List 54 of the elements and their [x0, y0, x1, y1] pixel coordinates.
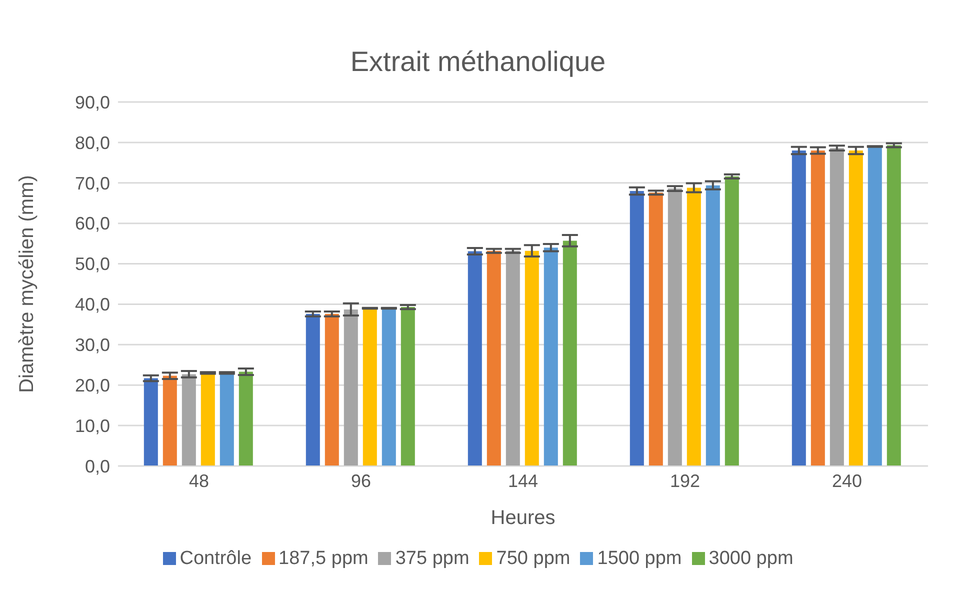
legend-label: 187,5 ppm: [278, 548, 368, 569]
x-tick-label: 96: [350, 470, 372, 491]
legend-label: 750 ppm: [496, 548, 570, 569]
bar: [506, 250, 520, 466]
x-tick-label: 192: [670, 470, 700, 491]
bar: [524, 250, 539, 466]
bar: [486, 250, 501, 466]
bar: [306, 314, 320, 466]
bar: [344, 309, 358, 466]
y-tick-label: 0,0: [84, 456, 110, 476]
bar: [668, 188, 682, 466]
legend-label: 375 ppm: [395, 548, 470, 569]
bar: [382, 308, 396, 466]
x-tick-label: 144: [508, 470, 538, 491]
bar: [468, 251, 482, 466]
legend-label: 3000 ppm: [708, 548, 794, 569]
y-tick-label: 30,0: [74, 335, 110, 356]
legend-label: Contrôle: [180, 548, 252, 569]
y-tick-label: 90,0: [74, 92, 110, 112]
x-axis-title: Heures: [490, 507, 556, 529]
bar: [562, 240, 577, 466]
bar: [400, 307, 415, 466]
y-tick-label: 60,0: [74, 214, 110, 234]
y-tick-label: 20,0: [74, 376, 110, 396]
bar: [868, 146, 882, 466]
bar: [630, 190, 644, 466]
x-tick-label: 48: [188, 470, 210, 491]
bar: [544, 248, 558, 466]
legend-label: 1500 ppm: [597, 548, 682, 569]
bar: [792, 150, 806, 466]
bar: [686, 188, 701, 466]
y-axis-title: Diamètre mycélien (mm): [16, 175, 38, 393]
y-tick-label: 80,0: [74, 132, 110, 153]
bar: [648, 192, 663, 466]
bar: [220, 372, 234, 466]
bar: [830, 148, 844, 466]
bar: [238, 372, 253, 466]
bar: [848, 150, 863, 466]
bar: [724, 176, 739, 466]
chart-title: Extrait méthanolique: [349, 45, 607, 79]
bar: [886, 145, 901, 466]
bar: [810, 150, 825, 466]
bar: [182, 374, 196, 466]
bar: [706, 185, 720, 466]
y-tick-label: 40,0: [74, 294, 110, 315]
bar: [362, 308, 377, 466]
bar: [162, 376, 177, 466]
y-tick-label: 10,0: [74, 416, 110, 436]
y-tick-label: 50,0: [74, 254, 110, 274]
y-tick-label: 70,0: [74, 173, 110, 194]
bar: [324, 314, 339, 466]
bar: [200, 372, 215, 466]
bar: [144, 378, 158, 466]
x-tick-label: 240: [832, 470, 862, 491]
